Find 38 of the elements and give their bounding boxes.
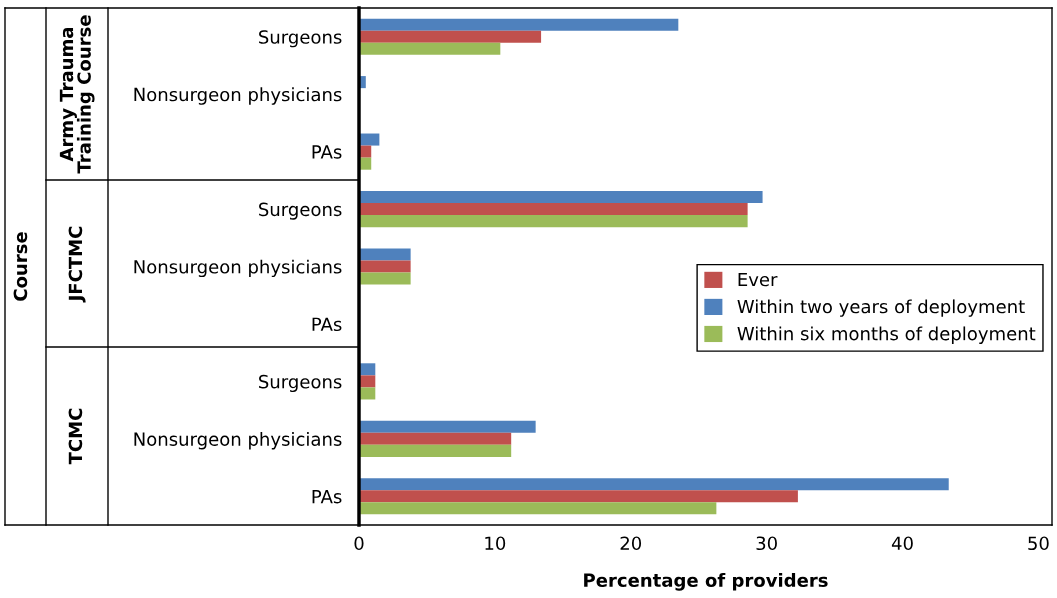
bar [359,420,536,433]
y-tick-label: PAs [312,145,342,159]
x-tick-label: 0 [354,536,364,551]
text: TCMC [68,408,83,465]
bar [359,203,748,216]
bar [359,190,763,204]
bar [359,432,512,445]
bar [359,18,679,31]
bar [359,42,501,55]
x-tick-label: 40 [891,536,913,551]
text: Army Trauma Training Course [59,15,95,174]
bar [359,478,949,491]
y-tick-label: PAs [312,317,342,332]
x-tick-label: 30 [756,536,777,551]
x-axis-title: Percentage of providers [584,573,828,591]
bar [359,260,411,273]
y-tick-label: Nonsurgeon physicians [134,87,342,105]
x-tick-label: 20 [620,536,642,551]
bar [359,502,717,515]
text: Course [13,232,28,301]
y-tick-label: Surgeons [259,202,342,220]
bar [359,30,542,43]
y-tick-label: Nonsurgeon physicians [134,431,342,450]
bar [359,248,411,261]
y-tick-label: Surgeons [259,374,342,392]
y-tick-label: Surgeons [259,30,342,48]
text: JFCTMC [68,226,86,303]
bar [359,444,512,457]
legend-label: Within two years of deployment [737,299,1025,317]
legend-label: Ever [738,272,778,287]
x-tick-label: 10 [485,536,506,551]
y-tick-label: Nonsurgeon physicians [134,259,342,278]
bar [359,490,798,503]
bar [359,215,748,228]
x-tick-label: 50 [1028,536,1049,551]
bar [359,272,411,285]
legend-label: Within six months of deployment [737,326,1036,344]
y-tick-label: PAs [312,489,342,504]
